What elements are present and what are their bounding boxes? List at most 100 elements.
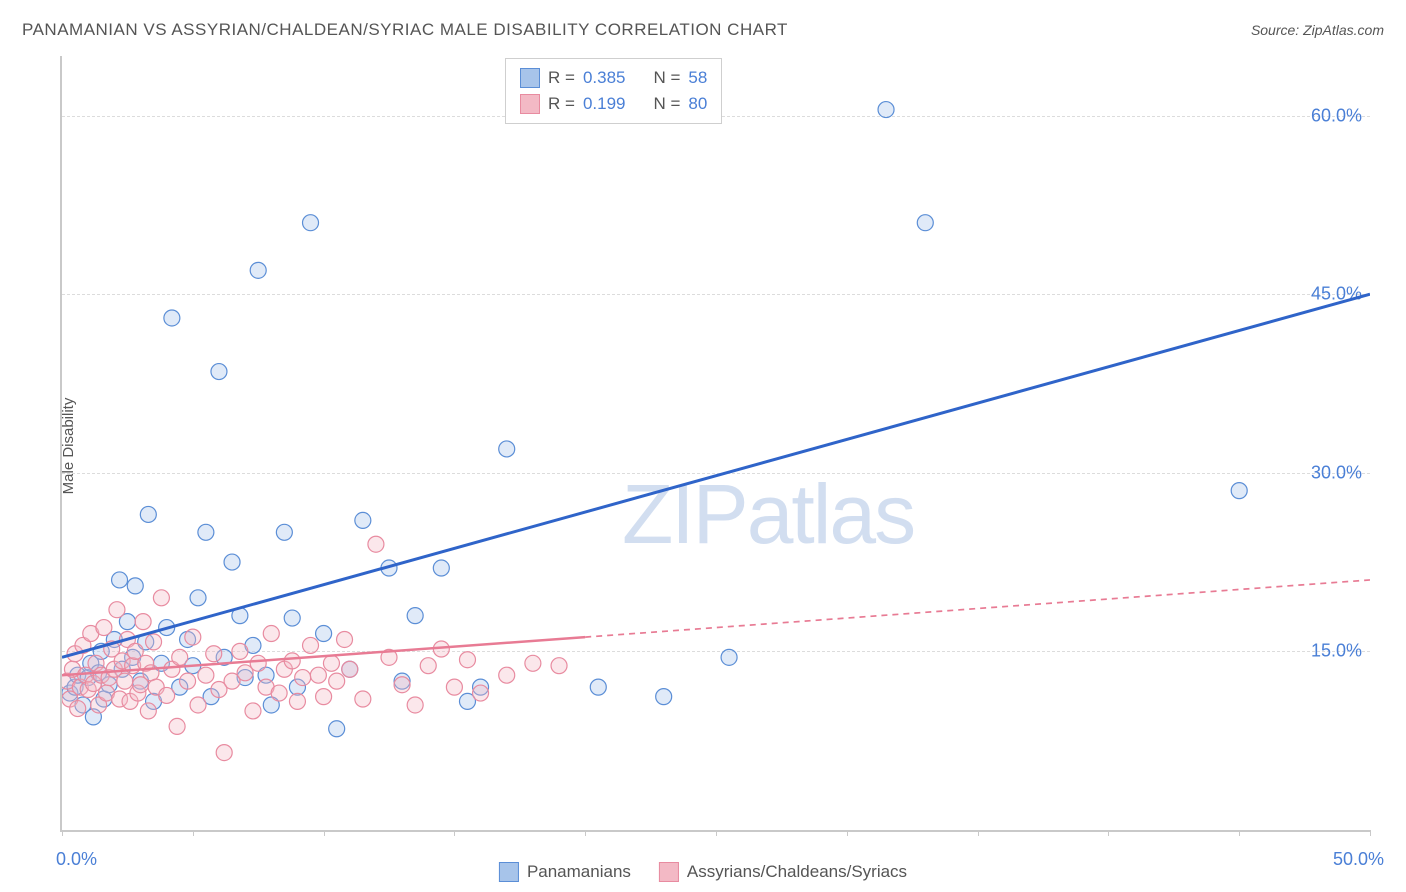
scatter-point xyxy=(316,689,332,705)
scatter-point xyxy=(117,673,133,689)
scatter-point xyxy=(109,602,125,618)
scatter-point xyxy=(337,631,353,647)
scatter-point xyxy=(590,679,606,695)
scatter-point xyxy=(276,524,292,540)
legend-r-value: 0.199 xyxy=(583,91,626,117)
scatter-point xyxy=(232,643,248,659)
trend-line xyxy=(62,294,1370,657)
scatter-point xyxy=(289,693,305,709)
x-tick-mark xyxy=(62,830,63,836)
scatter-point xyxy=(224,554,240,570)
scatter-point xyxy=(878,102,894,118)
scatter-point xyxy=(473,685,489,701)
chart-title: PANAMANIAN VS ASSYRIAN/CHALDEAN/SYRIAC M… xyxy=(22,20,788,40)
scatter-point xyxy=(159,687,175,703)
source-prefix: Source: xyxy=(1251,22,1303,38)
source-attribution: Source: ZipAtlas.com xyxy=(1251,22,1384,38)
scatter-point xyxy=(245,703,261,719)
scatter-point xyxy=(323,655,339,671)
scatter-point xyxy=(180,673,196,689)
x-tick-mark xyxy=(847,830,848,836)
scatter-point xyxy=(198,524,214,540)
legend-series-item-0: Panamanians xyxy=(499,862,631,882)
scatter-point xyxy=(153,590,169,606)
scatter-point xyxy=(127,578,143,594)
scatter-point xyxy=(499,667,515,683)
scatter-point xyxy=(329,673,345,689)
source-name: ZipAtlas.com xyxy=(1303,22,1384,38)
scatter-point xyxy=(263,626,279,642)
x-tick-mark xyxy=(1370,830,1371,836)
scatter-point xyxy=(310,667,326,683)
legend-swatch-icon xyxy=(520,94,540,114)
scatter-point xyxy=(146,634,162,650)
scatter-point xyxy=(303,215,319,231)
legend-swatch-icon xyxy=(499,862,519,882)
x-tick-mark xyxy=(324,830,325,836)
scatter-point xyxy=(164,310,180,326)
x-tick-mark xyxy=(585,830,586,836)
legend-r-label: R = xyxy=(548,65,575,91)
scatter-point xyxy=(525,655,541,671)
trend-line-extrapolated xyxy=(585,580,1370,637)
scatter-point xyxy=(190,590,206,606)
scatter-point xyxy=(551,658,567,674)
scatter-point xyxy=(407,608,423,624)
legend-n-value: 80 xyxy=(688,91,707,117)
scatter-point xyxy=(140,506,156,522)
scatter-point xyxy=(446,679,462,695)
legend-stats-row-1: R = 0.199 N = 80 xyxy=(520,91,707,117)
legend-r-label: R = xyxy=(548,91,575,117)
x-tick-mark xyxy=(716,830,717,836)
scatter-point xyxy=(394,677,410,693)
legend-n-label: N = xyxy=(653,91,680,117)
scatter-point xyxy=(190,697,206,713)
scatter-point xyxy=(407,697,423,713)
scatter-point xyxy=(211,364,227,380)
scatter-point xyxy=(185,629,201,645)
scatter-point xyxy=(355,512,371,528)
scatter-point xyxy=(284,653,300,669)
legend-series-label: Panamanians xyxy=(527,862,631,882)
scatter-point xyxy=(420,658,436,674)
x-tick-label-min: 0.0% xyxy=(56,849,97,870)
legend-series: Panamanians Assyrians/Chaldeans/Syriacs xyxy=(499,862,907,882)
legend-series-item-1: Assyrians/Chaldeans/Syriacs xyxy=(659,862,907,882)
scatter-point xyxy=(303,637,319,653)
scatter-point xyxy=(329,721,345,737)
legend-stats: R = 0.385 N = 58 R = 0.199 N = 80 xyxy=(505,58,722,124)
scatter-point xyxy=(112,572,128,588)
legend-r-value: 0.385 xyxy=(583,65,626,91)
scatter-point xyxy=(721,649,737,665)
legend-swatch-icon xyxy=(520,68,540,88)
scatter-point xyxy=(1231,483,1247,499)
scatter-point xyxy=(284,610,300,626)
legend-n-value: 58 xyxy=(688,65,707,91)
x-tick-mark xyxy=(193,830,194,836)
scatter-point xyxy=(499,441,515,457)
legend-n-label: N = xyxy=(653,65,680,91)
scatter-point xyxy=(917,215,933,231)
scatter-point xyxy=(295,670,311,686)
x-tick-mark xyxy=(978,830,979,836)
legend-swatch-icon xyxy=(659,862,679,882)
scatter-point xyxy=(656,689,672,705)
scatter-point xyxy=(135,614,151,630)
scatter-point xyxy=(316,626,332,642)
scatter-point xyxy=(96,620,112,636)
scatter-point xyxy=(70,701,86,717)
chart-svg xyxy=(62,56,1370,830)
legend-series-label: Assyrians/Chaldeans/Syriacs xyxy=(687,862,907,882)
scatter-point xyxy=(169,718,185,734)
x-tick-label-max: 50.0% xyxy=(1333,849,1384,870)
scatter-point xyxy=(206,646,222,662)
plot-area: ZIPatlas 15.0%30.0%45.0%60.0% xyxy=(60,56,1370,832)
scatter-point xyxy=(459,652,475,668)
scatter-point xyxy=(250,655,266,671)
scatter-point xyxy=(140,703,156,719)
x-tick-mark xyxy=(454,830,455,836)
scatter-point xyxy=(342,661,358,677)
scatter-point xyxy=(216,745,232,761)
scatter-point xyxy=(355,691,371,707)
legend-stats-row-0: R = 0.385 N = 58 xyxy=(520,65,707,91)
